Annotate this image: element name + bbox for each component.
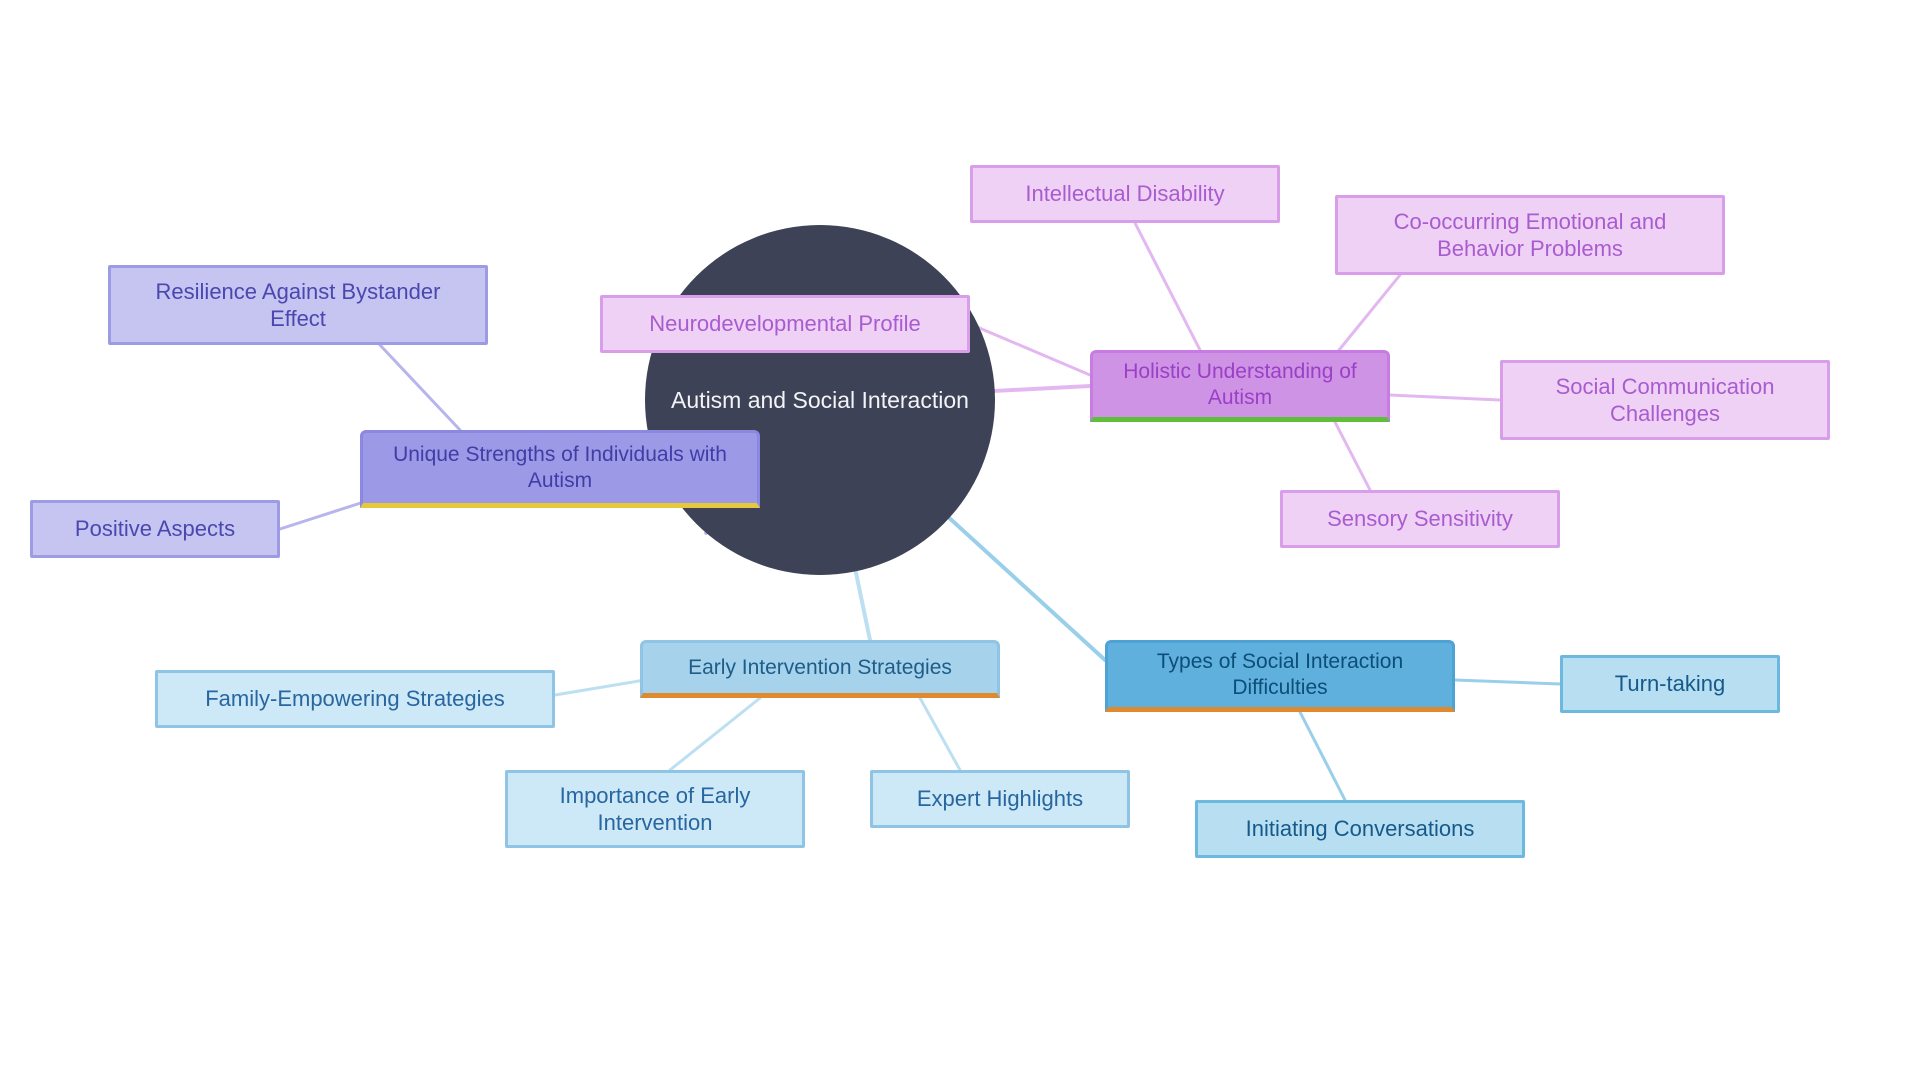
leaf-label-initiating: Initiating Conversations: [1246, 815, 1475, 843]
leaf-label-socialcomm: Social Communication Challenges: [1517, 373, 1813, 428]
branch-label-types: Types of Social Interaction Difficulties: [1122, 649, 1438, 702]
leaf-label-positive: Positive Aspects: [75, 515, 235, 543]
leaf-node-importance: Importance of Early Intervention: [505, 770, 805, 848]
leaf-label-expert: Expert Highlights: [917, 785, 1083, 813]
branch-label-early: Early Intervention Strategies: [688, 655, 952, 681]
branch-label-strengths: Unique Strengths of Individuals with Aut…: [377, 442, 743, 495]
branch-label-holistic: Holistic Understanding of Autism: [1107, 359, 1373, 412]
leaf-node-initiating: Initiating Conversations: [1195, 800, 1525, 858]
leaf-label-intellectual: Intellectual Disability: [1025, 180, 1224, 208]
edge-layer: [0, 0, 1920, 1080]
leaf-node-expert: Expert Highlights: [870, 770, 1130, 828]
leaf-node-turn: Turn-taking: [1560, 655, 1780, 713]
leaf-label-importance: Importance of Early Intervention: [522, 782, 788, 837]
leaf-label-turn: Turn-taking: [1615, 670, 1725, 698]
center-label: Autism and Social Interaction: [671, 387, 969, 414]
leaf-node-resilience: Resilience Against Bystander Effect: [108, 265, 488, 345]
branch-node-holistic: Holistic Understanding of Autism: [1090, 350, 1390, 422]
leaf-label-resilience: Resilience Against Bystander Effect: [125, 278, 471, 333]
leaf-node-positive: Positive Aspects: [30, 500, 280, 558]
leaf-node-sensory: Sensory Sensitivity: [1280, 490, 1560, 548]
mindmap-canvas: Autism and Social Interaction Neurodevel…: [0, 0, 1920, 1080]
leaf-label-cooccur: Co-occurring Emotional and Behavior Prob…: [1352, 208, 1708, 263]
leaf-label-neurodev: Neurodevelopmental Profile: [649, 310, 921, 338]
leaf-node-neurodev: Neurodevelopmental Profile: [600, 295, 970, 353]
center-node: Autism and Social Interaction: [645, 225, 995, 575]
branch-node-early: Early Intervention Strategies: [640, 640, 1000, 698]
leaf-node-intellectual: Intellectual Disability: [970, 165, 1280, 223]
branch-node-strengths: Unique Strengths of Individuals with Aut…: [360, 430, 760, 508]
leaf-node-family: Family-Empowering Strategies: [155, 670, 555, 728]
leaf-label-sensory: Sensory Sensitivity: [1327, 505, 1513, 533]
leaf-node-socialcomm: Social Communication Challenges: [1500, 360, 1830, 440]
leaf-node-cooccur: Co-occurring Emotional and Behavior Prob…: [1335, 195, 1725, 275]
leaf-label-family: Family-Empowering Strategies: [205, 685, 505, 713]
branch-node-types: Types of Social Interaction Difficulties: [1105, 640, 1455, 712]
